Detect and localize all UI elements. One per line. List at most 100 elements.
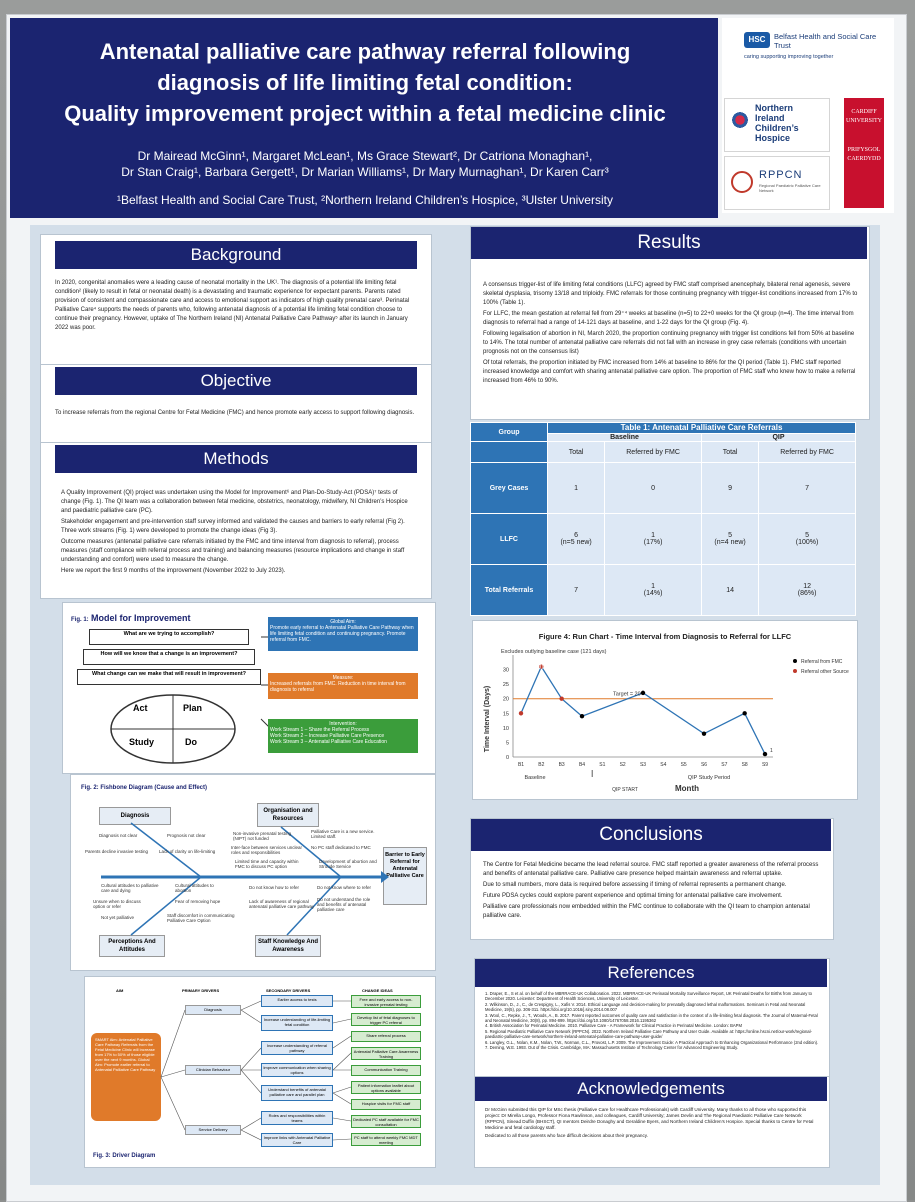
methods-paragraph: A Quality Improvement (QI) project was u… [61, 490, 408, 514]
secondary-driver: Increase understanding of life-limiting … [261, 1015, 333, 1031]
table-header: QIP [700, 432, 857, 443]
table-row: Grey Cases 1 0 9 7 [470, 462, 856, 515]
conclusions-section: Conclusions The Centre for Fetal Medicin… [470, 818, 834, 940]
data-point [579, 714, 585, 719]
chart-title: Figure 4: Run Chart - Time Interval from… [539, 632, 792, 641]
fishbone-cause: No PC staff dedicated to FMC [311, 845, 371, 850]
objective-section: Objective To increase referrals from the… [40, 364, 432, 444]
methods-text: A Quality Improvement (QI) project was u… [61, 489, 417, 578]
fig2-fishbone: Fig. 2: Fishbone Diagram (Cause and Effe… [70, 774, 436, 971]
results-text: A consensus trigger-list of life limitin… [483, 281, 859, 388]
reference-item: 1. Draper, E., S et al. on behalf of the… [485, 991, 812, 1002]
table-cell: 6 [574, 532, 579, 540]
y-tick-label: 5 [506, 740, 509, 746]
y-tick-label: 30 [503, 668, 509, 674]
table-cell-sub: (100%) [795, 539, 819, 547]
results-paragraph: For LLFC, the mean gestation at referral… [483, 311, 854, 326]
references-list: 1. Draper, E., S et al. on behalf of the… [485, 991, 821, 1050]
fishbone-cause: Unsure when to discuss option or refer [93, 899, 141, 909]
legend-label-other: Referral other Source [801, 669, 849, 675]
x-tick-label: B2 [538, 762, 544, 768]
table-row: LLFC 6 (n=5 new) 1 (17%) 5 (n=4 new) 5 (100%… [470, 513, 856, 566]
fig1-label: Fig. 1: [71, 617, 89, 623]
table-header: Total [700, 441, 760, 464]
pdsa-study: Study [129, 737, 155, 747]
table-cell: 5 [728, 532, 733, 540]
x-tick-label: S7 [721, 762, 727, 768]
fig1-interv-3: Work Stream 3 – Antenatal Palliative Car… [270, 739, 387, 745]
table-row: Total Referrals 7 1 (14%) 14 12 (86%) [470, 564, 856, 616]
poster-header: Antenatal palliative care pathway referr… [10, 18, 718, 218]
y-tick-label: 15 [503, 711, 509, 717]
nich-name-3: Hospice [755, 133, 791, 143]
change-idea: Develop list of fetal diagnoses to trigg… [351, 1013, 421, 1026]
group-label-qip-period: QIP Study Period [688, 775, 730, 781]
fishbone-cause: Fear of removing hope [175, 899, 221, 904]
affiliations: ¹Belfast Health and Social Care Trust, ²… [117, 193, 613, 207]
chart-ylabel: Time Interval (Days) [484, 686, 491, 752]
objective-heading: Objective [55, 367, 417, 395]
table-cell: 14 [726, 586, 734, 594]
y-tick-label: 0 [506, 755, 509, 761]
fishbone-perceptions: Perceptions And Attitudes [99, 935, 165, 957]
secondary-driver: Roles and responsibilities within teams [261, 1111, 333, 1125]
table-cell: 12 [803, 583, 811, 591]
title-line-3: Quality improvement project within a fet… [64, 101, 666, 126]
driver-aim-heading: AIM [116, 988, 124, 993]
table-cell: 0 [651, 484, 656, 492]
table-cell: Total Referrals [470, 564, 548, 616]
authors: Dr Mairead McGinn¹, Margaret McLean¹, Ms… [40, 148, 690, 180]
table-cell: 1 [651, 583, 656, 591]
fishbone-cause: Limited time and capacity within FMC to … [235, 859, 299, 869]
logo-panel: HSC Belfast Health and Social Care Trust… [722, 18, 894, 213]
fig1-measure-title: Measure: [332, 675, 354, 681]
fig1-intervention-box: Intervention: Work Stream 1 – Share the … [268, 719, 418, 753]
pdsa-do: Do [185, 737, 197, 747]
y-tick-label: 20 [503, 697, 509, 703]
data-label: 31 [539, 665, 545, 671]
driver-aim-box: SMART Aim: Antenatal Palliative Care Pat… [91, 1033, 161, 1121]
driver-primary-heading: PRIMARY DRIVERS [182, 988, 220, 993]
fishbone-cause: Parents decline invasive testing [85, 849, 149, 854]
belfast-trust-logo: HSC Belfast Health and Social Care Trust… [724, 20, 890, 70]
table1-section: Group Table 1: Antenatal Palliative Care… [470, 421, 857, 616]
run-chart-svg: Figure 4: Run Chart - Time Interval from… [484, 632, 849, 793]
conclusions-paragraph: Due to small numbers, more data is requi… [483, 882, 787, 888]
cardiff-1: CARDIFF [851, 109, 877, 115]
background-text: In 2020, congenital anomalies were a lea… [55, 280, 410, 331]
table-cell: 7 [805, 484, 810, 492]
x-tick-label: S8 [742, 762, 748, 768]
fishbone-cause: Development of abortion and Stroude Serv… [319, 859, 377, 869]
series-line-referral [520, 665, 766, 755]
table-cell-sub: (14%) [643, 590, 663, 598]
background-section: Background In 2020, congenital anomalies… [40, 234, 432, 366]
table-header: Baseline [547, 432, 702, 443]
references-section: References 1. Draper, E., S et al. on be… [474, 958, 830, 1078]
methods-section: Methods A Quality Improvement (QI) proje… [40, 442, 432, 599]
cardiff-3: PRIFYSGOL [847, 147, 881, 153]
fig3-title: Fig. 3: Driver Diagram [93, 1153, 156, 1159]
change-idea: Free and early access to non-invasive pr… [351, 995, 421, 1008]
reference-item: 6. Langley, G.L., Nolan, K.M., Nolan, T.… [485, 1039, 819, 1045]
x-tick-label: S6 [701, 762, 707, 768]
fig1-interv-title: Intervention: [329, 721, 357, 727]
secondary-driver: Improve links with Antenatal Palliative … [261, 1133, 333, 1147]
reference-item: 5. Regional Paediatric Palliative Care N… [485, 1028, 812, 1040]
fig2-title: Fig. 2: Fishbone Diagram (Cause and Effe… [81, 785, 208, 791]
acknowledgement-paragraph: Dr McGinn submitted this QIP for MSc the… [485, 1107, 814, 1130]
primary-driver: Service Delivery [185, 1125, 241, 1135]
fishbone-cause: Prognosis not clear [167, 833, 206, 838]
rppcn-sub: Regional Paediatric Palliative Care Netw… [759, 183, 821, 193]
fishbone-organisation: Organisation and Resources [257, 803, 319, 827]
fishbone-cause: Do not understand the role and benefits … [317, 897, 371, 912]
table-header: Referred by FMC [758, 441, 856, 464]
data-label: 1 [770, 748, 773, 754]
table-cell: 1 [651, 532, 656, 540]
reference-item: 7. Deming, W.E. 1993. Out of the Crisis.… [485, 1045, 739, 1051]
fishbone-cause: Lack of clarity on life-limiting [159, 849, 216, 854]
cardiff-4: CAERDYDD [847, 156, 881, 162]
table1: Group Table 1: Antenatal Palliative Care… [470, 421, 857, 616]
acknowledgements-text: Dr McGinn submitted this QIP for MSc the… [485, 1107, 821, 1141]
nich-name-2: Ireland Children’s [755, 113, 799, 133]
x-tick-label: S2 [620, 762, 626, 768]
